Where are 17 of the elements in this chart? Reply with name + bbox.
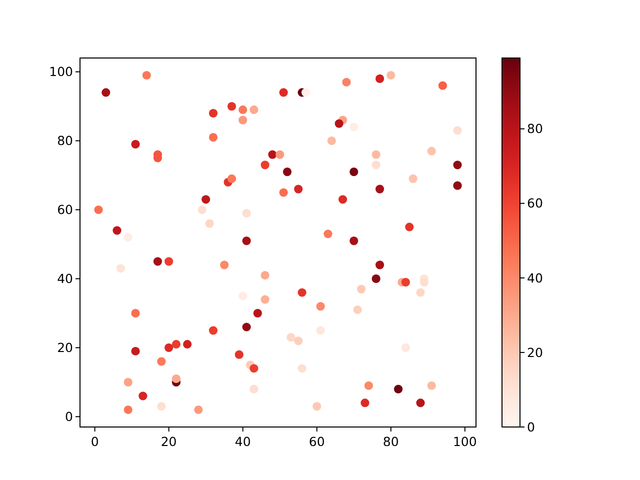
- y-tick-label: 20: [57, 340, 74, 356]
- x-tick-label: 0: [90, 434, 99, 449]
- y-tick-label: 0: [65, 409, 74, 424]
- x-tick-label: 40: [234, 434, 251, 449]
- y-tick-label: 40: [57, 271, 74, 286]
- color-bar-label: 60: [527, 196, 543, 211]
- x-tick-label: 60: [308, 434, 325, 449]
- color-bar-label: 40: [527, 270, 543, 286]
- y-tick-label: 80: [57, 133, 74, 148]
- color-bar-label: 80: [527, 121, 543, 136]
- x-tick-label: 100: [452, 434, 477, 449]
- color-bar-label: 0: [527, 419, 535, 434]
- y-tick-label: 100: [49, 64, 74, 80]
- color-bar-label: 20: [527, 344, 543, 360]
- y-tick-label: 60: [57, 202, 74, 218]
- x-tick-label: 80: [382, 434, 399, 449]
- x-tick-label: 20: [160, 434, 177, 449]
